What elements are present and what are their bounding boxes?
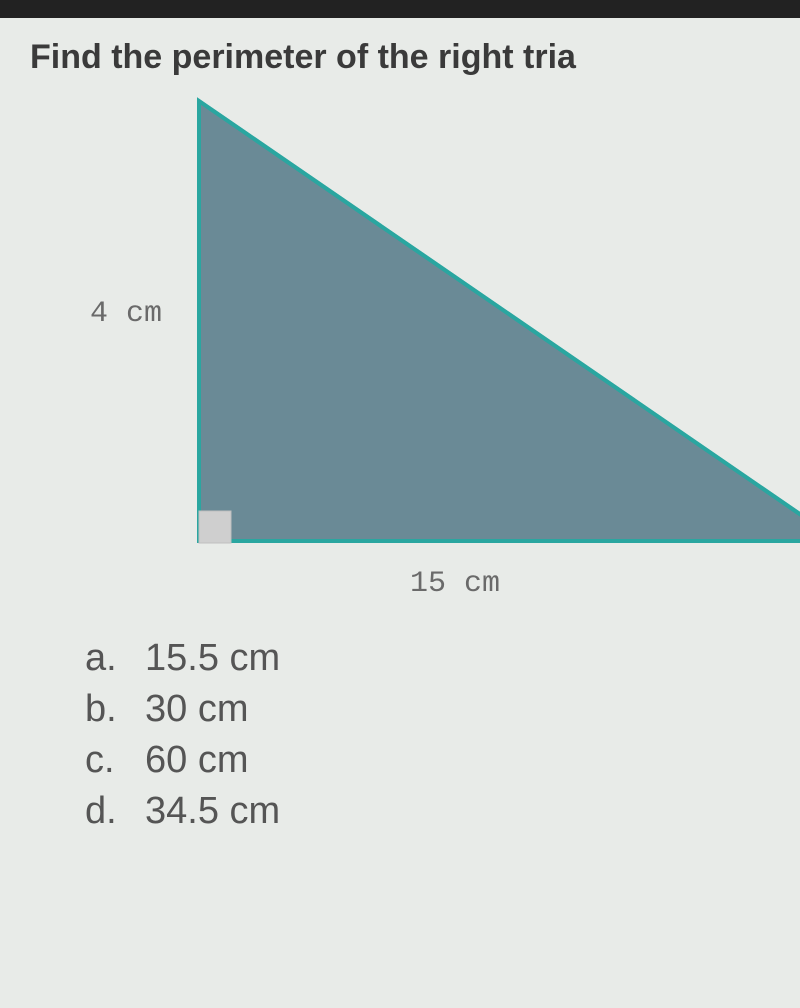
side-label-bottom: 15 cm [410,567,500,601]
option-letter: c. [85,739,145,782]
option-text: 60 cm [145,739,248,782]
option-letter: a. [85,637,145,680]
option-letter: d. [85,790,145,833]
triangle-svg [195,97,800,557]
option-text: 30 cm [145,688,248,731]
triangle-shape [199,101,800,541]
option-text: 34.5 cm [145,790,280,833]
top-bar [0,0,800,18]
side-label-left: 4 cm [90,297,162,331]
option-letter: b. [85,688,145,731]
option-text: 15.5 cm [145,637,280,680]
triangle-figure: 4 cm 15 cm [90,97,790,607]
option-b[interactable]: b. 30 cm [85,688,800,731]
option-a[interactable]: a. 15.5 cm [85,637,800,680]
content-area: Find the perimeter of the right tria 4 c… [0,18,800,833]
option-d[interactable]: d. 34.5 cm [85,790,800,833]
right-angle-marker [199,511,231,543]
option-c[interactable]: c. 60 cm [85,739,800,782]
answer-options: a. 15.5 cm b. 30 cm c. 60 cm d. 34.5 cm [85,637,800,833]
question-text: Find the perimeter of the right tria [30,38,800,77]
